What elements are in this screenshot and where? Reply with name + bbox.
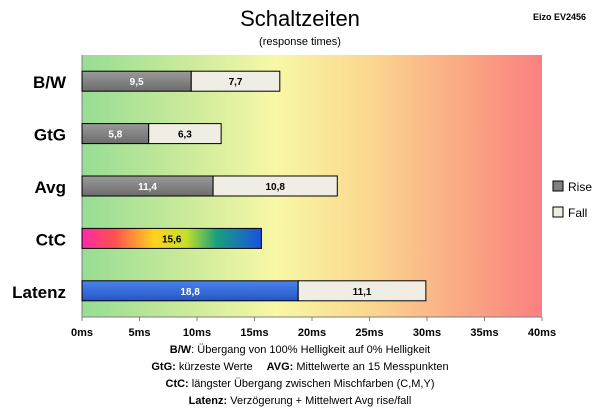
bar-fall-latenz: [297, 280, 427, 302]
x-tick-label: 15ms: [240, 327, 268, 339]
legend-swatch-rise: [552, 180, 564, 192]
x-tick-label: 10ms: [183, 327, 211, 339]
model-label: Eizo EV2456: [532, 12, 586, 22]
response-time-chart: 9,5 7,7 5,8 6,3 11,4 10,8 15,6 18,8 11,1 B/W GtG A…: [12, 55, 592, 339]
x-tick-label: 20ms: [298, 327, 326, 339]
x-tick-label: 40ms: [528, 327, 556, 339]
data-label-fall-gtg: 6,3: [178, 130, 192, 141]
data-label-rise-latenz: 18,8: [180, 287, 200, 298]
footer-notes: B/W: Übergang von 100% Helligkeit auf 0%…: [0, 342, 600, 410]
bar-rise-ctc: [81, 227, 262, 249]
footer-line-ctc: CtC: längster Übergang zwischen Mischfar…: [165, 378, 435, 390]
data-label-fall-avg: 10,8: [265, 182, 285, 193]
bar-fall-avg: [212, 175, 338, 197]
chart-subtitle: (response times): [259, 36, 341, 48]
data-label-rise-b-w: 9,5: [130, 77, 144, 88]
footer-line-latenz: Latenz: Verzögerung + Mittelwert Avg ris…: [188, 395, 412, 407]
category-label-avg: Avg: [35, 178, 67, 197]
data-label-rise-avg: 11,4: [138, 182, 157, 193]
bars-group: 9,5 7,7 5,8 6,3 11,4 10,8 15,6 18,8 11,1: [81, 70, 427, 302]
x-tick-label: 30ms: [413, 327, 441, 339]
footer-line-gtg-avg: GtG: kürzeste Werte AVG: Mittelwerte an 1…: [151, 361, 449, 373]
category-label-ctc: CtC: [36, 230, 66, 249]
bar-fall-gtg: [148, 123, 222, 145]
data-label-rise-gtg: 5,8: [108, 130, 122, 141]
data-label-rise-ctc: 15,6: [162, 234, 182, 245]
category-label-latenz: Latenz: [12, 283, 66, 302]
legend-label-fall: Fall: [568, 206, 587, 220]
x-tick-label: 5ms: [128, 327, 150, 339]
bar-fall-b-w: [190, 70, 281, 92]
data-label-fall-latenz: 11,1: [353, 287, 372, 298]
x-tick-label: 0ms: [71, 327, 93, 339]
x-tick-labels: 0ms 5ms 10ms 15ms 20ms 25ms 30ms 35ms 40ms: [71, 317, 556, 339]
x-tick-label: 25ms: [355, 327, 383, 339]
x-tick-label: 35ms: [470, 327, 498, 339]
legend-swatch-fall: [552, 206, 564, 218]
category-labels: B/W GtG Avg CtC Latenz: [12, 73, 67, 302]
legend-label-rise: Rise: [568, 180, 592, 194]
legend: Rise Fall: [552, 180, 592, 220]
chart-title: Schaltzeiten: [240, 6, 360, 31]
data-label-fall-b-w: 7,7: [229, 77, 243, 88]
category-label-gtg: GtG: [34, 126, 66, 145]
category-label-b-w: B/W: [33, 73, 67, 92]
footer-line-bw: B/W: Übergang von 100% Helligkeit auf 0%…: [169, 344, 431, 356]
